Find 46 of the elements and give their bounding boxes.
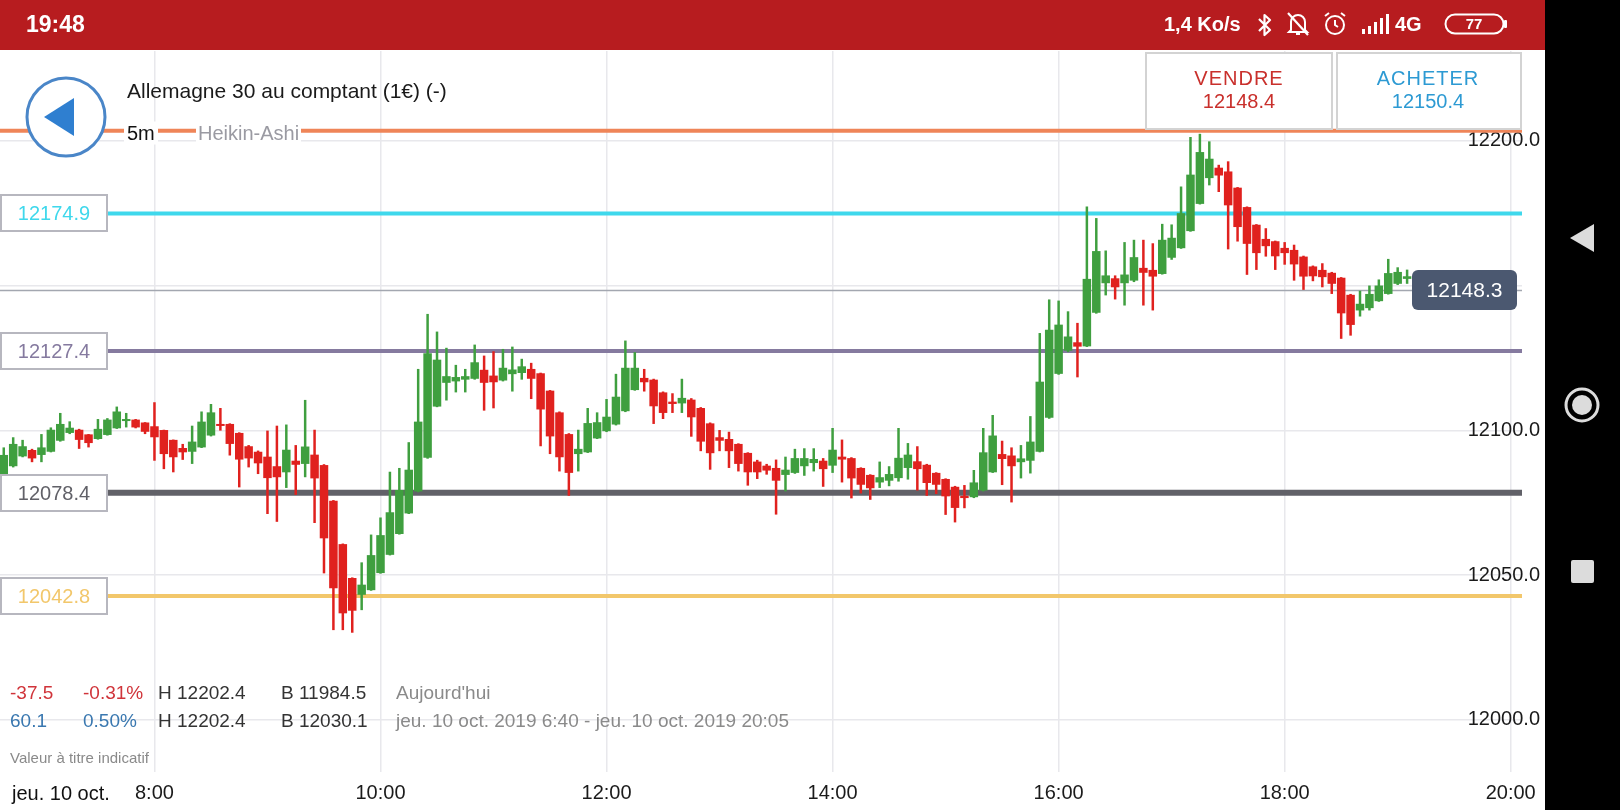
candlestick — [300, 398, 310, 479]
text: 77 — [1465, 15, 1483, 33]
annotation: -37.5 — [10, 682, 54, 704]
ref-line-label: 12127.4 — [0, 331, 108, 370]
candlestick — [291, 443, 300, 497]
ref-line-label: 12078.4 — [0, 473, 108, 512]
x-tick-label: 20:00 — [1485, 780, 1536, 803]
text: 4G — [1395, 12, 1422, 36]
candlestick — [1110, 274, 1120, 301]
text: 1,4 Ko/s — [1164, 12, 1241, 36]
ref-line-label: 12148.3 — [1412, 270, 1517, 311]
x-tick-label: 12:00 — [581, 780, 632, 803]
candlestick — [818, 456, 828, 489]
annotation: H 12202.4 — [158, 682, 246, 704]
annotation: ACHETER — [1376, 66, 1480, 90]
annotation: Valeur à titre indicatif — [10, 749, 149, 767]
annotation: B 12030.1 — [281, 710, 368, 732]
x-tick-label: 14:00 — [807, 780, 858, 803]
y-tick-label: 12050.0 — [1467, 562, 1540, 585]
annotation: VENDRE — [1194, 66, 1284, 90]
annotation: -0.31% — [83, 682, 144, 704]
candlestick — [1073, 321, 1082, 379]
text: Allemagne 30 au comptant (1€) (-) — [127, 78, 447, 104]
ref-line-label: 12174.9 — [0, 194, 108, 233]
annotation: B 11984.5 — [281, 682, 367, 704]
annotation: 0.50% — [83, 710, 137, 732]
x-tick-label: 8:00 — [134, 780, 174, 803]
text: jeu. 10 oct. — [10, 781, 112, 805]
annotation: H 12202.4 — [158, 710, 246, 732]
y-tick-label: 12200.0 — [1467, 128, 1540, 151]
candlestick — [282, 423, 291, 490]
annotation: Aujourd'hui — [396, 682, 491, 704]
ref-line-label: 12042.8 — [0, 576, 108, 615]
candlestick — [828, 426, 837, 475]
annotation: jeu. 10 oct. 2019 6:40 - jeu. 10 oct. 2019 20:05 — [396, 710, 789, 732]
text: 19:48 — [26, 10, 85, 38]
text: 5m — [124, 121, 158, 145]
y-tick-label: 12100.0 — [1467, 417, 1540, 440]
annotation: 12150.4 — [1391, 89, 1465, 113]
annotation: Heikin-Ashi — [196, 121, 302, 145]
annotation: 12148.4 — [1202, 89, 1276, 113]
x-tick-label: 16:00 — [1033, 780, 1084, 803]
x-tick-label: 18:00 — [1259, 780, 1310, 803]
y-tick-label: 12000.0 — [1467, 707, 1540, 730]
x-tick-label: 10:00 — [355, 780, 406, 803]
annotation: 60.1 — [10, 710, 47, 732]
